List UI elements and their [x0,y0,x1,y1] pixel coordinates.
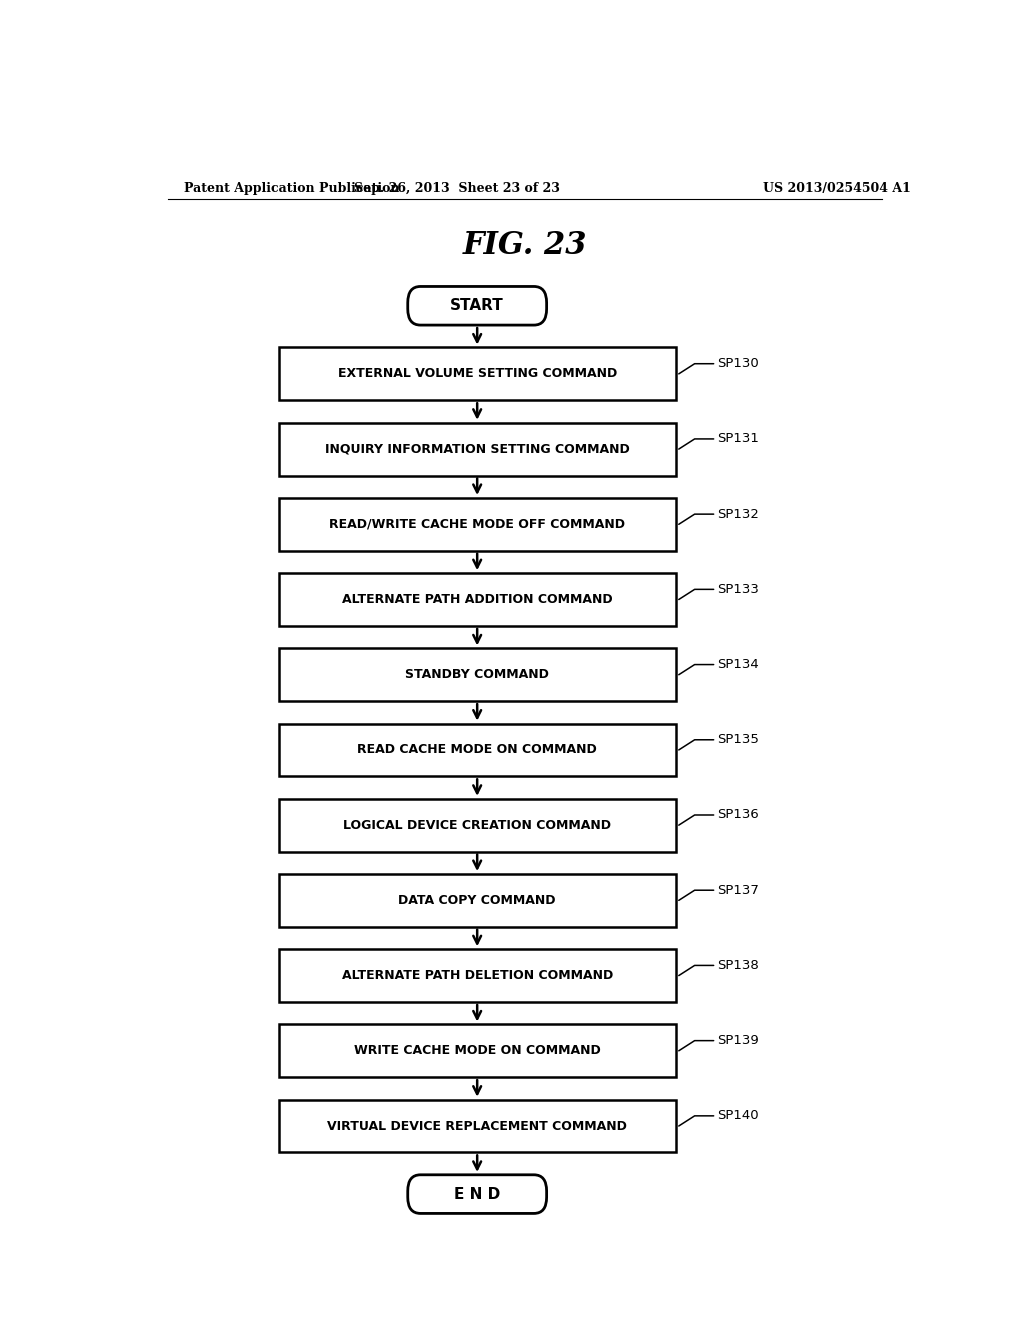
Bar [279,573,676,626]
Bar [279,347,676,400]
FancyBboxPatch shape [408,286,547,325]
Text: VIRTUAL DEVICE REPLACEMENT COMMAND: VIRTUAL DEVICE REPLACEMENT COMMAND [328,1119,627,1133]
Bar [279,1100,676,1152]
Text: SP132: SP132 [717,508,759,520]
Text: SP138: SP138 [717,958,759,972]
Bar [279,949,676,1002]
Bar [279,1024,676,1077]
Text: SP134: SP134 [717,659,759,671]
Text: ALTERNATE PATH DELETION COMMAND: ALTERNATE PATH DELETION COMMAND [342,969,612,982]
Bar [279,723,676,776]
Text: SP137: SP137 [717,883,759,896]
Text: READ CACHE MODE ON COMMAND: READ CACHE MODE ON COMMAND [357,743,597,756]
Text: INQUIRY INFORMATION SETTING COMMAND: INQUIRY INFORMATION SETTING COMMAND [325,442,630,455]
Text: SP140: SP140 [717,1109,759,1122]
Bar [279,799,676,851]
Text: ALTERNATE PATH ADDITION COMMAND: ALTERNATE PATH ADDITION COMMAND [342,593,612,606]
Text: WRITE CACHE MODE ON COMMAND: WRITE CACHE MODE ON COMMAND [354,1044,600,1057]
Bar [279,648,676,701]
Bar [279,422,676,475]
Text: SP131: SP131 [717,433,759,445]
Text: EXTERNAL VOLUME SETTING COMMAND: EXTERNAL VOLUME SETTING COMMAND [338,367,616,380]
Text: Patent Application Publication: Patent Application Publication [183,182,399,195]
Text: US 2013/0254504 A1: US 2013/0254504 A1 [763,182,910,195]
Bar [279,498,676,550]
Text: SP139: SP139 [717,1034,759,1047]
Text: SP133: SP133 [717,583,759,595]
Text: E N D: E N D [454,1187,501,1201]
Text: START: START [451,298,504,313]
Text: SP135: SP135 [717,734,759,746]
Text: DATA COPY COMMAND: DATA COPY COMMAND [398,894,556,907]
Text: Sep. 26, 2013  Sheet 23 of 23: Sep. 26, 2013 Sheet 23 of 23 [354,182,560,195]
Text: READ/WRITE CACHE MODE OFF COMMAND: READ/WRITE CACHE MODE OFF COMMAND [329,517,626,531]
Text: STANDBY COMMAND: STANDBY COMMAND [406,668,549,681]
FancyBboxPatch shape [408,1175,547,1213]
Text: SP130: SP130 [717,358,759,370]
Text: FIG. 23: FIG. 23 [463,230,587,260]
Text: SP136: SP136 [717,808,759,821]
Bar [279,874,676,927]
Text: LOGICAL DEVICE CREATION COMMAND: LOGICAL DEVICE CREATION COMMAND [343,818,611,832]
